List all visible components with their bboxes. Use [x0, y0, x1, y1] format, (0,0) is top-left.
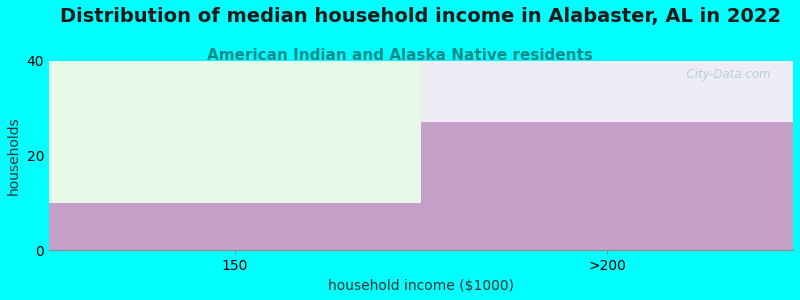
Bar	[49, 203, 421, 250]
Bar	[421, 122, 793, 250]
X-axis label: household income ($1000): household income ($1000)	[328, 279, 514, 293]
Text: American Indian and Alaska Native residents: American Indian and Alaska Native reside…	[207, 48, 593, 63]
Text: City-Data.com: City-Data.com	[679, 68, 770, 81]
Bar	[421, 61, 793, 250]
Y-axis label: households: households	[7, 116, 21, 195]
Bar	[49, 61, 421, 250]
Title: Distribution of median household income in Alabaster, AL in 2022: Distribution of median household income …	[60, 7, 782, 26]
